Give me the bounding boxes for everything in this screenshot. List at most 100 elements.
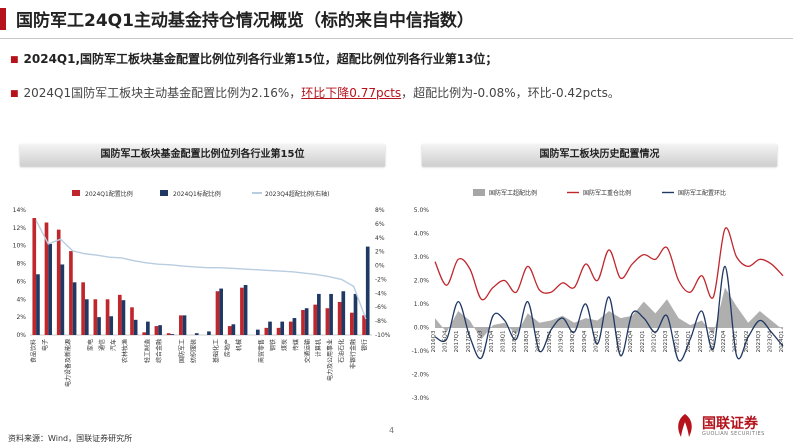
legend-swatch [160,190,168,196]
bar-2024q1-standard [121,300,126,335]
bar-2024q1-allocation [105,299,110,335]
x-tick-label: 计算机 [315,339,323,357]
logo-english: GUOLIAN SECURITIES [702,431,765,437]
page-number: 4 [389,426,395,435]
y-left-tick: 2% [16,314,26,321]
y-right-tick: 6% [375,221,385,228]
x-tick-label: 食品饮料 [30,339,38,363]
x-tick-label: 2022Q1 [686,331,692,353]
legend-label: 2024Q1配置比例 [85,190,133,198]
bar-2024q1-allocation [179,315,183,335]
bar-2024q1-standard [170,334,175,335]
y-right-tick: -10% [375,332,391,339]
x-tick-label: 2020Q4 [628,330,634,352]
bar-2024q1-allocation [93,299,98,335]
right-chart-banner: 国防军工板块历史配置情况 [422,144,777,166]
bar-2024q1-standard [353,293,358,335]
bar-2024q1-allocation [301,310,305,335]
bar-2024q1-allocation [288,321,293,335]
title-accent [0,8,6,30]
bar-2024q1-standard [304,308,309,335]
bar-2024q1-standard [231,324,236,335]
x-tick-label: 综合金融 [155,339,163,363]
x-tick-label: 银行 [360,339,368,351]
bar-2024q1-allocation [81,282,85,335]
x-tick-label: 非银行金融 [349,339,357,369]
x-tick-label: 2017Q3 [477,330,483,352]
bar-2024q1-standard [255,329,260,335]
bar-2024q1-standard [133,319,138,335]
y-left-tick: 4% [16,296,26,303]
bar-2024q1-standard [365,246,370,335]
x-tick-label: 交通运输 [303,339,311,363]
x-tick-label: 电力及公用事业 [326,339,334,381]
bar-2024q1-standard [97,317,101,335]
bar-2024q1-standard [194,333,199,335]
bar-2024q1-allocation [350,312,354,335]
y-tick: -3.0% [412,395,430,402]
line-heavy-holdings [434,227,784,301]
x-tick-label: 房地产 [224,339,232,357]
bar-2024q1-standard [280,321,285,335]
y-left-tick: 12% [13,225,27,232]
bar-2024q1-allocation [240,287,244,335]
bar-2024q1-allocation [325,308,330,335]
bar-2024q1-standard [292,318,297,335]
bar-2024q1-allocation [227,326,232,335]
bar-2024q1-standard [268,321,272,335]
bar-2024q1-allocation [117,294,122,335]
x-tick-label: 煤炭 [281,339,289,351]
x-tick-label: 2022Q3 [709,330,715,352]
x-tick-label: 2019Q2 [559,331,565,353]
y-right-tick: -8% [375,318,387,325]
y-tick: 2.0% [414,278,430,285]
x-tick-label: 机械 [235,339,243,351]
x-tick-label: 2018Q3 [524,330,530,352]
x-tick-label: 2019Q3 [570,330,576,352]
bar-2024q1-allocation [130,307,134,335]
legend-label: 国防军工超配比例 [489,189,537,197]
bar-2024q1-standard [158,325,162,335]
x-tick-label: 汽车 [110,339,118,351]
x-tick-label: 2020Q1 [593,331,599,353]
bar-2024q1-standard [329,293,333,335]
y-left-tick: 6% [16,278,26,285]
x-tick-label: 2023Q1 [733,331,739,353]
guolian-logo: 国联证券 GUOLIAN SECURITIES [672,413,782,439]
y-left-tick: 0% [16,332,26,339]
x-tick-label: 2019Q1 [547,331,553,353]
bar-2024q1-allocation [337,301,342,335]
x-tick-label: 农林牧渔 [121,339,129,363]
bar-2024q1-standard [36,274,40,335]
line-allocation-qoq [434,265,784,362]
y-tick: 4.0% [414,231,430,238]
x-tick-label: 2023Q4 [767,330,773,352]
bar-2024q1-standard [146,321,150,335]
source-note: 资料来源：Wind，国联证券研究所 [8,434,133,443]
x-tick-label: 石油石化 [338,339,346,363]
bar-2024q1-standard [317,293,321,335]
bar-2024q1-allocation [166,333,171,335]
y-right-tick: 4% [375,235,385,242]
bar-2024q1-allocation [362,315,366,335]
line-2023q4-overweight [35,220,367,320]
x-tick-label: 2021Q3 [663,330,669,352]
bar-2024q1-allocation [313,304,318,335]
x-tick-label: 传媒 [292,339,300,351]
y-right-tick: 8% [375,207,385,214]
logo-name: 国联证券 [702,416,758,432]
x-tick-label: 国防军工 [178,339,186,363]
y-tick: 3.0% [414,254,430,261]
x-tick-label: 2021Q1 [640,331,646,353]
y-right-tick: 0% [375,263,385,270]
x-tick-label: 2017Q4 [489,330,495,352]
area-overweight [435,287,783,340]
x-tick-label: 2016Q3 [431,330,437,352]
x-tick-label: 2023Q3 [756,330,762,352]
x-tick-label: 家电 [87,339,95,351]
x-tick-label: 2018Q4 [535,330,541,352]
x-tick-label: 2019Q4 [582,330,588,352]
bar-2024q1-standard [341,291,346,335]
legend-swatch [72,190,80,196]
bar-2024q1-standard [109,316,114,335]
